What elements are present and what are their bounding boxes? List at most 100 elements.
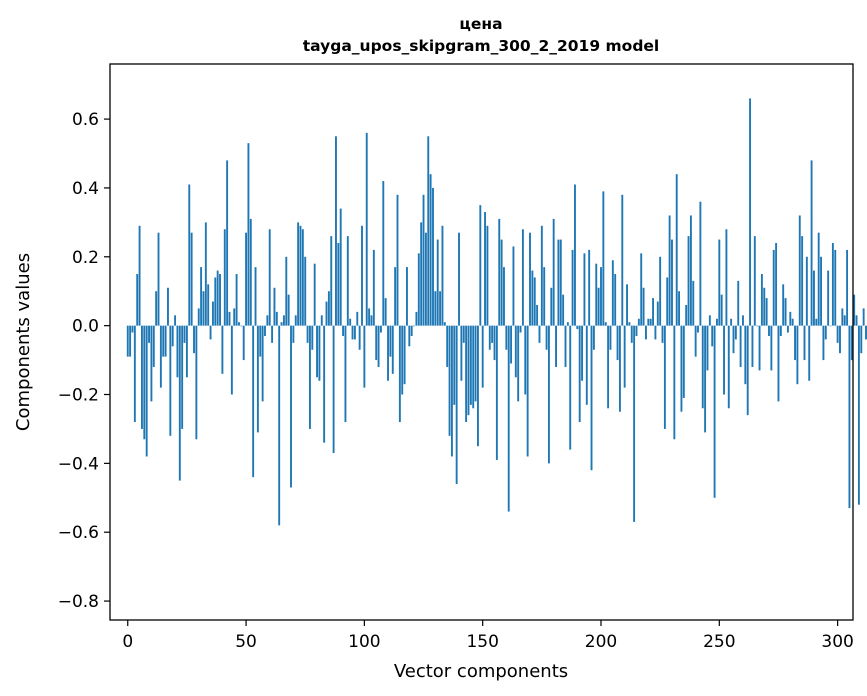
y-tick-label: −0.6 xyxy=(58,523,99,543)
bar-109 xyxy=(384,298,387,326)
x-tick-label: 0 xyxy=(122,632,133,652)
bar-19 xyxy=(171,325,174,347)
bar-168 xyxy=(524,325,527,395)
bar-98 xyxy=(358,325,361,350)
bar-47 xyxy=(238,322,240,326)
bar-92 xyxy=(344,325,347,423)
bar-303 xyxy=(843,315,846,326)
bar-279 xyxy=(786,325,789,333)
bar-147 xyxy=(474,325,477,402)
bar-30 xyxy=(197,308,200,326)
bar-28 xyxy=(193,325,195,354)
bar-215 xyxy=(635,325,638,336)
bar-167 xyxy=(521,229,524,326)
bar-77 xyxy=(309,325,311,429)
bar-39 xyxy=(219,274,221,326)
bar-29 xyxy=(195,325,198,440)
bar-180 xyxy=(552,218,555,326)
bar-212 xyxy=(628,322,631,326)
bar-194 xyxy=(585,325,588,405)
bar-242 xyxy=(699,201,702,326)
bar-122 xyxy=(415,311,418,326)
bar-130 xyxy=(434,291,437,326)
bar-59 xyxy=(266,315,269,326)
bar-22 xyxy=(178,325,181,481)
bar-118 xyxy=(406,267,408,326)
bar-137 xyxy=(450,325,453,457)
bar-232 xyxy=(675,174,678,326)
plot-frame xyxy=(109,63,854,621)
bar-185 xyxy=(564,325,567,367)
bar-48 xyxy=(240,325,243,327)
bar-8 xyxy=(145,325,148,457)
bar-307 xyxy=(853,294,856,326)
bar-108 xyxy=(382,181,385,326)
bar-296 xyxy=(827,270,830,326)
bar-292 xyxy=(817,232,820,326)
bar-56 xyxy=(259,325,262,357)
chart-title: цена xyxy=(459,15,502,33)
bar-85 xyxy=(327,291,330,326)
bar-306 xyxy=(850,325,853,361)
bar-158 xyxy=(500,239,503,326)
bar-243 xyxy=(701,325,704,409)
bar-176 xyxy=(543,267,546,326)
bar-199 xyxy=(597,287,600,326)
bar-16 xyxy=(164,325,167,357)
bar-248 xyxy=(713,325,716,498)
bar-309 xyxy=(857,325,860,505)
bar-310 xyxy=(860,325,863,354)
bar-149 xyxy=(479,205,482,326)
bar-201 xyxy=(602,191,605,326)
bar-71 xyxy=(294,315,297,326)
bar-253 xyxy=(725,229,728,326)
bar-88 xyxy=(335,136,337,326)
bar-224 xyxy=(656,301,659,326)
bar-218 xyxy=(642,287,645,326)
bar-198 xyxy=(595,263,598,326)
bar-23 xyxy=(181,325,184,429)
bar-44 xyxy=(230,325,233,395)
bar-294 xyxy=(822,325,825,361)
bar-297 xyxy=(829,325,832,327)
bar-107 xyxy=(379,325,382,333)
bar-84 xyxy=(325,301,328,326)
bar-26 xyxy=(188,184,191,326)
bar-312 xyxy=(865,325,867,340)
bar-277 xyxy=(782,284,785,326)
bar-195 xyxy=(588,249,591,326)
bar-52 xyxy=(249,218,252,326)
bar-238 xyxy=(689,215,692,326)
bar-100 xyxy=(363,325,366,388)
bar-210 xyxy=(623,325,626,388)
bar-187 xyxy=(569,325,572,450)
bar-262 xyxy=(746,325,749,416)
bar-143 xyxy=(465,325,468,423)
bar-240 xyxy=(694,325,697,357)
bar-81 xyxy=(318,325,321,381)
bar-285 xyxy=(801,236,804,326)
bar-series xyxy=(126,98,867,526)
bar-5 xyxy=(138,225,141,326)
bar-202 xyxy=(604,322,607,326)
bar-291 xyxy=(815,318,818,326)
bar-10 xyxy=(150,325,153,402)
bar-78 xyxy=(311,325,314,350)
bar-131 xyxy=(436,239,439,326)
bar-51 xyxy=(247,143,250,326)
bar-190 xyxy=(576,325,579,330)
bar-121 xyxy=(413,325,416,327)
bar-86 xyxy=(330,236,333,326)
bar-132 xyxy=(439,291,442,326)
bar-188 xyxy=(571,249,574,326)
bar-245 xyxy=(706,325,709,371)
bar-6 xyxy=(141,325,143,429)
bar-68 xyxy=(287,294,290,326)
bar-42 xyxy=(226,160,229,326)
bar-231 xyxy=(673,325,676,440)
bar-12 xyxy=(155,291,158,326)
bar-111 xyxy=(389,325,392,357)
bar-186 xyxy=(566,322,569,326)
bar-53 xyxy=(252,325,255,478)
